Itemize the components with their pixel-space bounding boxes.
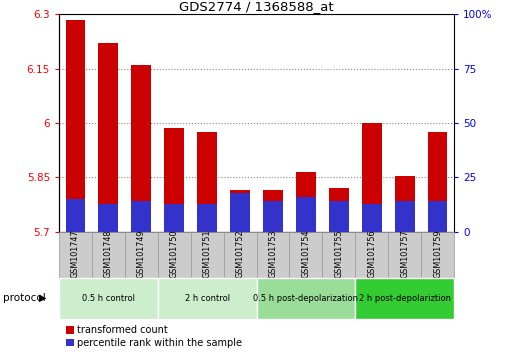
Bar [164, 129, 184, 232]
Bar [164, 204, 184, 232]
Bar [329, 201, 349, 232]
Bar [98, 204, 118, 232]
Bar [421, 232, 454, 278]
Text: ▶: ▶ [38, 293, 46, 303]
Text: protocol: protocol [3, 293, 45, 303]
Text: GSM101755: GSM101755 [334, 230, 343, 278]
Text: GSM101753: GSM101753 [268, 230, 278, 278]
Bar [296, 197, 315, 232]
Bar [289, 232, 322, 278]
Bar [98, 43, 118, 232]
Bar [362, 123, 382, 232]
Bar [191, 232, 224, 278]
Bar [394, 201, 415, 232]
Bar [296, 172, 315, 232]
Bar [362, 204, 382, 232]
Bar [131, 65, 151, 232]
Text: GSM101748: GSM101748 [104, 230, 113, 278]
Bar [158, 232, 191, 278]
Text: GSM101757: GSM101757 [400, 230, 409, 278]
Text: GSM101752: GSM101752 [235, 230, 245, 278]
Text: GSM101751: GSM101751 [203, 230, 212, 278]
Bar [66, 19, 85, 232]
Bar [158, 278, 256, 319]
Bar [125, 232, 158, 278]
Bar [256, 232, 289, 278]
Text: 2 h control: 2 h control [185, 294, 230, 303]
Text: GSM101749: GSM101749 [137, 230, 146, 278]
Bar [256, 278, 355, 319]
Legend: transformed count, percentile rank within the sample: transformed count, percentile rank withi… [64, 324, 244, 350]
Text: 2 h post-depolariztion: 2 h post-depolariztion [359, 294, 450, 303]
Bar [355, 232, 388, 278]
Bar [66, 199, 85, 232]
Bar [263, 201, 283, 232]
Text: GSM101756: GSM101756 [367, 230, 376, 278]
Text: 0.5 h post-depolarization: 0.5 h post-depolarization [253, 294, 359, 303]
Bar [322, 232, 355, 278]
Bar [92, 232, 125, 278]
Bar [230, 193, 250, 232]
Bar [59, 278, 158, 319]
Bar [388, 232, 421, 278]
Bar [263, 190, 283, 232]
Bar [131, 201, 151, 232]
Bar [428, 201, 447, 232]
Text: 0.5 h control: 0.5 h control [82, 294, 135, 303]
Bar [230, 190, 250, 232]
Bar [224, 232, 256, 278]
Text: GSM101759: GSM101759 [433, 230, 442, 278]
Bar [329, 188, 349, 232]
Text: GSM101754: GSM101754 [301, 230, 310, 278]
Bar [197, 132, 217, 232]
Bar [197, 204, 217, 232]
Bar [355, 278, 454, 319]
Text: GSM101747: GSM101747 [71, 230, 80, 278]
Bar [59, 232, 92, 278]
Bar [428, 132, 447, 232]
Bar [394, 176, 415, 232]
Text: GSM101750: GSM101750 [170, 230, 179, 278]
Title: GDS2774 / 1368588_at: GDS2774 / 1368588_at [179, 0, 334, 13]
